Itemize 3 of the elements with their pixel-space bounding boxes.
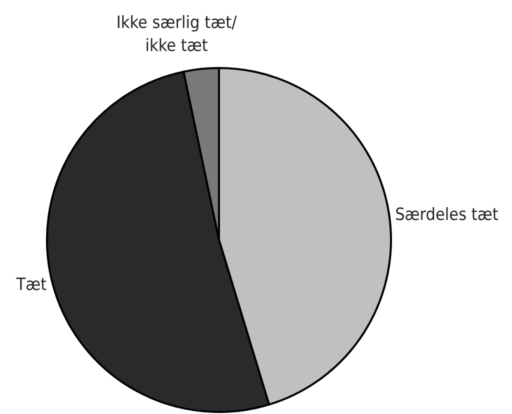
slice-label: Ikke særlig tæt/ ikke tæt bbox=[116, 13, 238, 56]
slice-label: Særdeles tæt bbox=[395, 204, 498, 225]
slice-label: Tæt bbox=[15, 275, 47, 296]
